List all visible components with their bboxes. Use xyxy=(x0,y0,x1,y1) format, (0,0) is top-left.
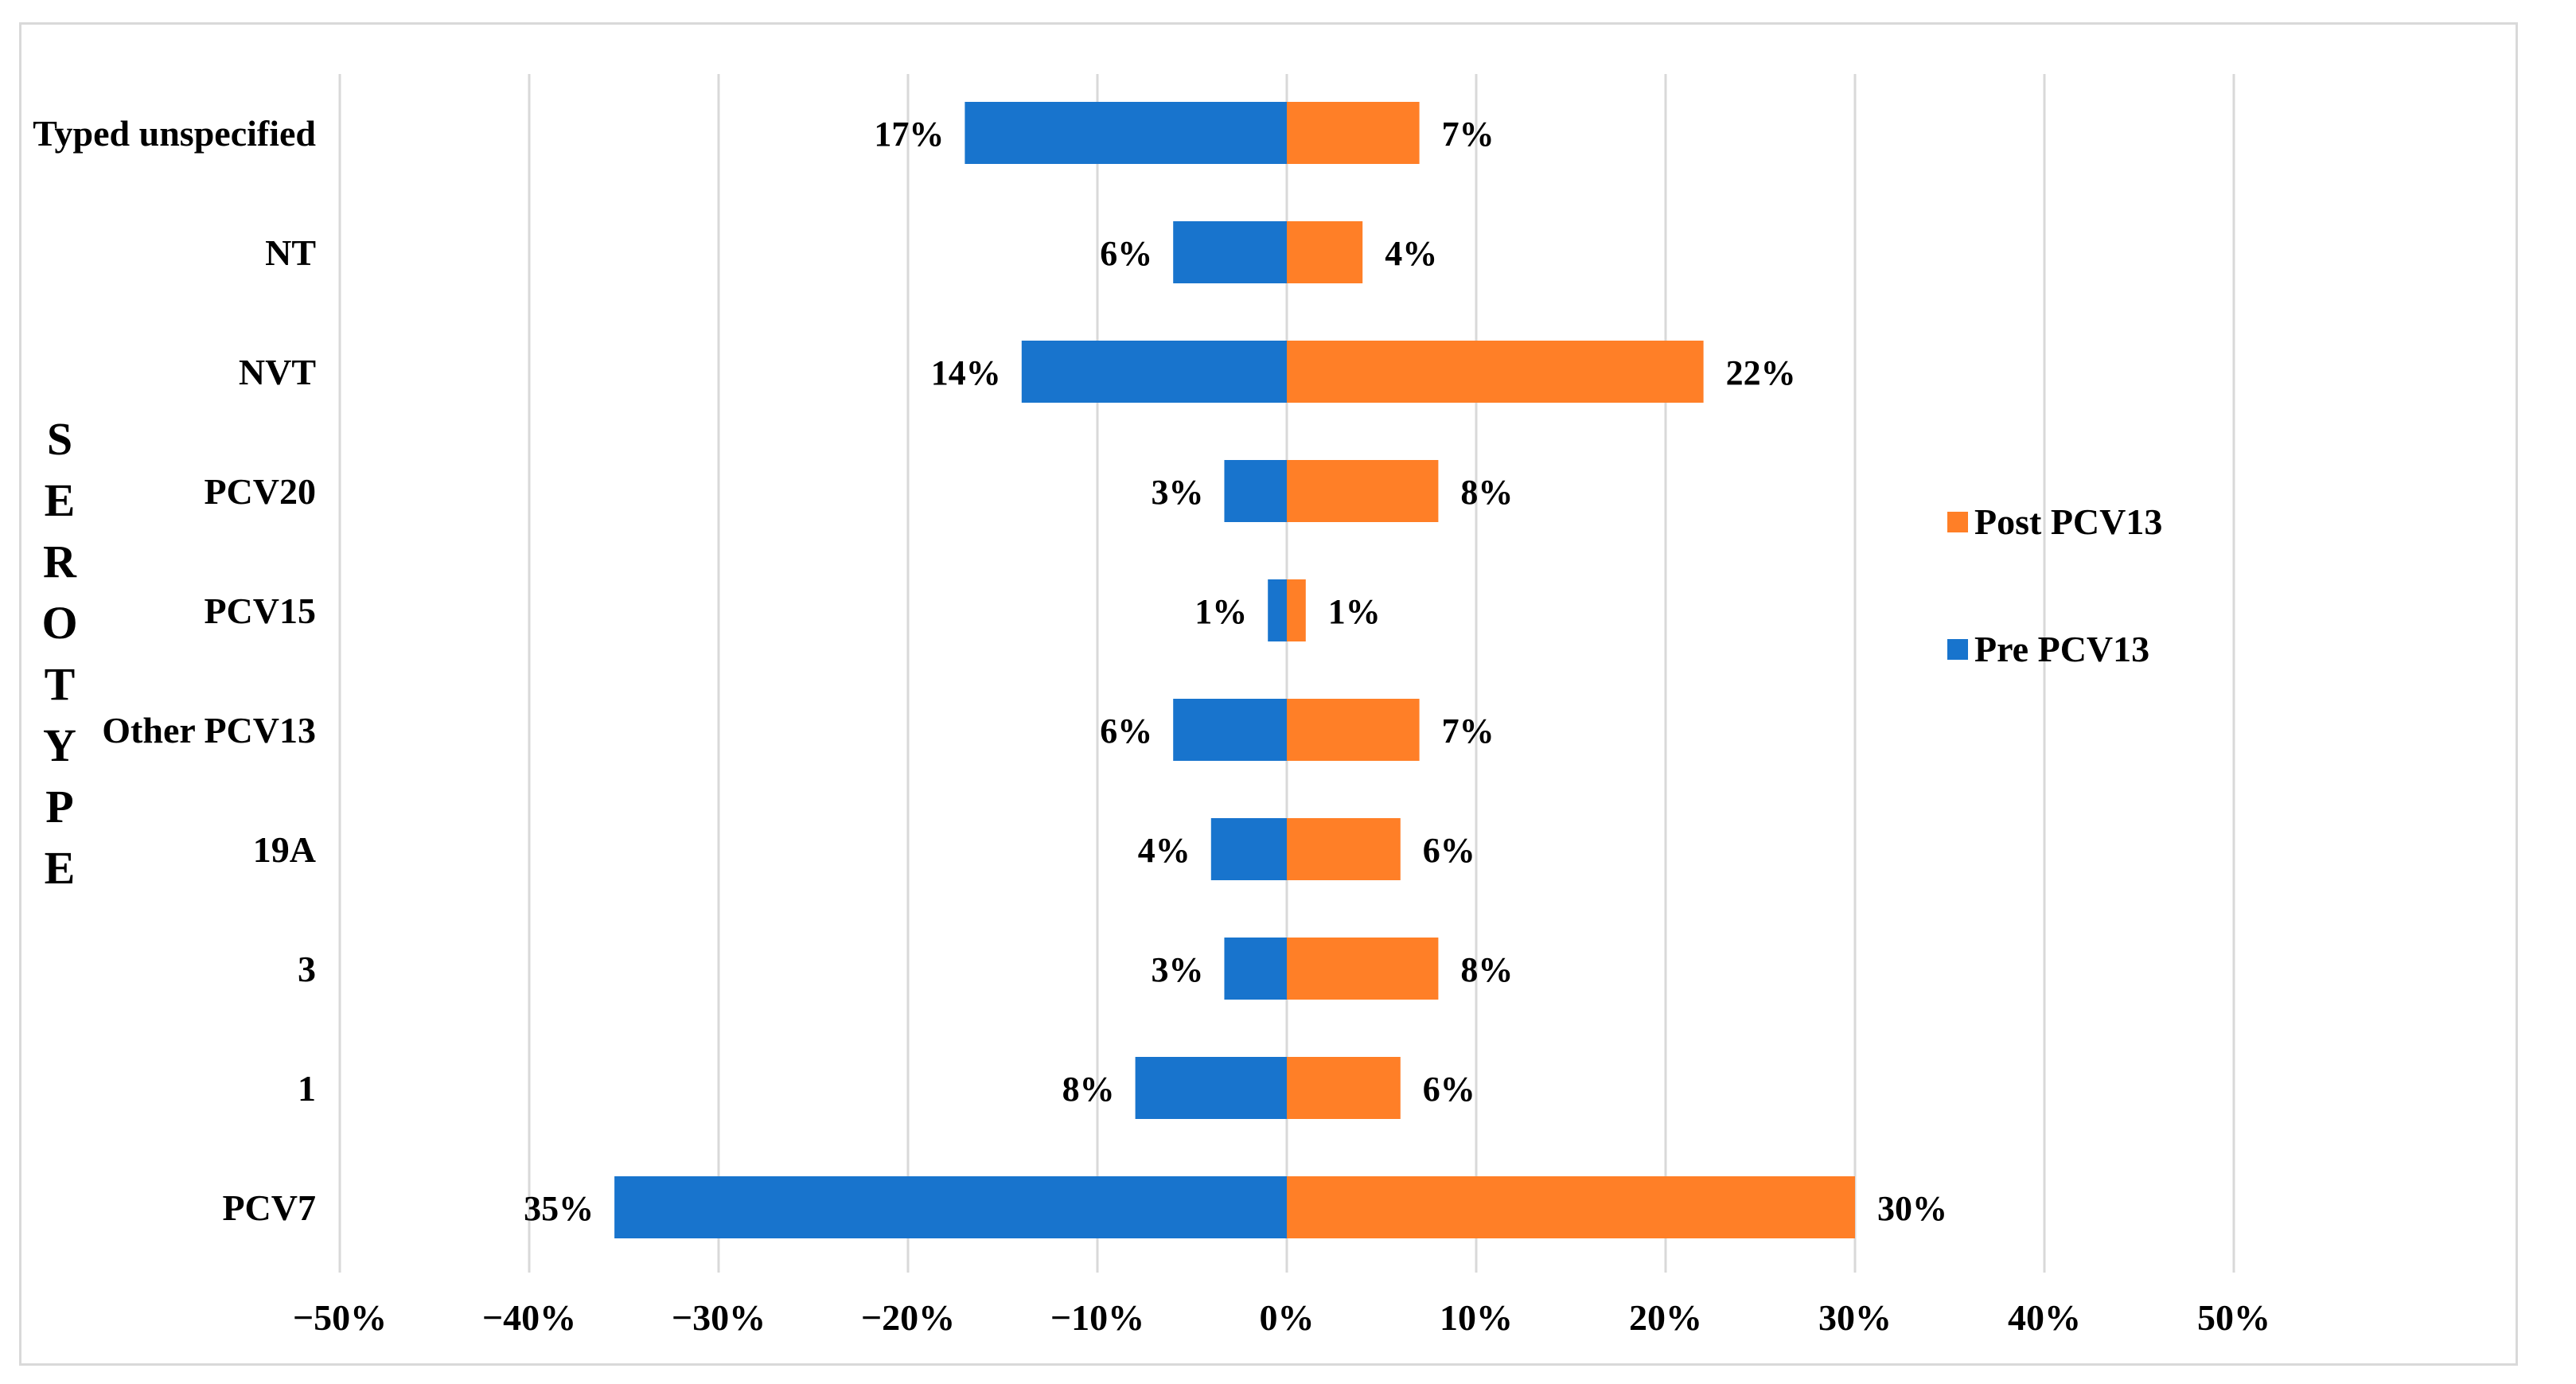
bar-post xyxy=(1287,341,1704,403)
bar-post xyxy=(1287,1176,1855,1238)
bar-post xyxy=(1287,1057,1401,1119)
y-axis-label-letter: P xyxy=(45,781,73,832)
category-label: Typed unspecified xyxy=(33,113,316,154)
legend-label: Pre PCV13 xyxy=(1974,629,2149,669)
bar-pre xyxy=(1224,938,1287,1000)
bar-post xyxy=(1287,221,1363,283)
data-label: 8% xyxy=(1460,950,1513,989)
data-label: 6% xyxy=(1423,831,1475,870)
bar-pre xyxy=(1210,818,1287,880)
category-label: Other PCV13 xyxy=(102,710,316,750)
category-label: PCV15 xyxy=(204,591,316,631)
category-label: 19A xyxy=(253,829,316,870)
data-label: 17% xyxy=(874,115,944,154)
x-tick-label: −40% xyxy=(482,1297,576,1338)
chart-frame: 7% 17% 4% 6% 22% 14% 8% 3% 1% 1% 7% 6% 6% 4% 8% 3% 6% 8% 3… xyxy=(19,22,2518,1366)
y-axis-label-letter: S xyxy=(47,413,72,465)
y-axis-label-letter: R xyxy=(43,536,77,587)
x-tick-label: 0% xyxy=(1260,1297,1315,1338)
bar-pre xyxy=(614,1176,1287,1238)
category-label: 1 xyxy=(298,1068,316,1109)
bar-pre xyxy=(1224,460,1287,522)
data-label: 35% xyxy=(524,1189,594,1228)
category-label: PCV20 xyxy=(204,471,316,512)
data-label: 6% xyxy=(1100,711,1152,750)
y-axis-label-letter: O xyxy=(41,597,77,649)
x-tick-label: 50% xyxy=(2197,1297,2270,1338)
bar-pre xyxy=(965,102,1287,164)
category-label: NVT xyxy=(239,352,316,392)
data-label: 8% xyxy=(1460,473,1513,512)
bar-pre xyxy=(1268,579,1287,641)
data-label: 3% xyxy=(1151,473,1203,512)
bar-pre xyxy=(1173,699,1287,761)
data-label: 22% xyxy=(1726,353,1796,392)
x-tick-label: −10% xyxy=(1050,1297,1144,1338)
bar-post xyxy=(1287,818,1401,880)
x-tick-label: 10% xyxy=(1440,1297,1513,1338)
legend-swatch xyxy=(1947,512,1968,532)
legend: Post PCV13 Pre PCV13 xyxy=(1947,501,2162,669)
data-label: 4% xyxy=(1138,831,1191,870)
x-tick-label: −50% xyxy=(293,1297,387,1338)
category-labels: Typed unspecified NT NVT PCV20 PCV15 Other PC… xyxy=(33,113,316,1228)
x-tick-label: −20% xyxy=(861,1297,955,1338)
data-labels: 7% 17% 4% 6% 22% 14% 8% 3% 1% 1% 7% 6% 6% 4% 8% 3% 6% 8% 3… xyxy=(524,115,1947,1228)
category-label: PCV7 xyxy=(222,1187,316,1228)
bars xyxy=(614,102,1855,1238)
bar-post xyxy=(1287,579,1306,641)
x-tick-label: 20% xyxy=(1629,1297,1702,1338)
data-label: 1% xyxy=(1194,592,1247,631)
bar-post xyxy=(1287,938,1439,1000)
data-label: 6% xyxy=(1100,234,1152,273)
data-label: 4% xyxy=(1385,234,1437,273)
bar-pre xyxy=(1021,341,1287,403)
data-label: 8% xyxy=(1062,1070,1115,1109)
data-label: 7% xyxy=(1442,115,1495,154)
data-label: 3% xyxy=(1151,950,1203,989)
legend-label: Post PCV13 xyxy=(1974,501,2162,542)
category-label: 3 xyxy=(298,949,316,989)
y-axis-label-letter: Y xyxy=(43,719,76,771)
bar-post xyxy=(1287,699,1420,761)
bar-pre xyxy=(1135,1057,1287,1119)
data-label: 14% xyxy=(931,353,1001,392)
y-axis-label-letter: E xyxy=(45,474,76,526)
y-axis-label-letter: T xyxy=(45,658,76,710)
data-label: 1% xyxy=(1328,592,1381,631)
y-axis-label-letter: E xyxy=(45,842,76,894)
x-tick-labels: −50% −40% −30% −20% −10% 0% 10% 20% 30% 40% 50% xyxy=(293,1297,2270,1338)
category-label: NT xyxy=(265,232,316,273)
x-tick-label: −30% xyxy=(672,1297,766,1338)
diverging-bar-chart: 7% 17% 4% 6% 22% 14% 8% 3% 1% 1% 7% 6% 6% 4% 8% 3% 6% 8% 3… xyxy=(33,74,2270,1338)
bar-pre xyxy=(1173,221,1287,283)
data-label: 7% xyxy=(1442,711,1495,750)
bar-post xyxy=(1287,102,1420,164)
x-tick-label: 30% xyxy=(1818,1297,1892,1338)
legend-swatch xyxy=(1947,639,1968,660)
bar-post xyxy=(1287,460,1439,522)
data-label: 6% xyxy=(1423,1070,1475,1109)
x-tick-label: 40% xyxy=(2008,1297,2081,1338)
data-label: 30% xyxy=(1877,1189,1947,1228)
